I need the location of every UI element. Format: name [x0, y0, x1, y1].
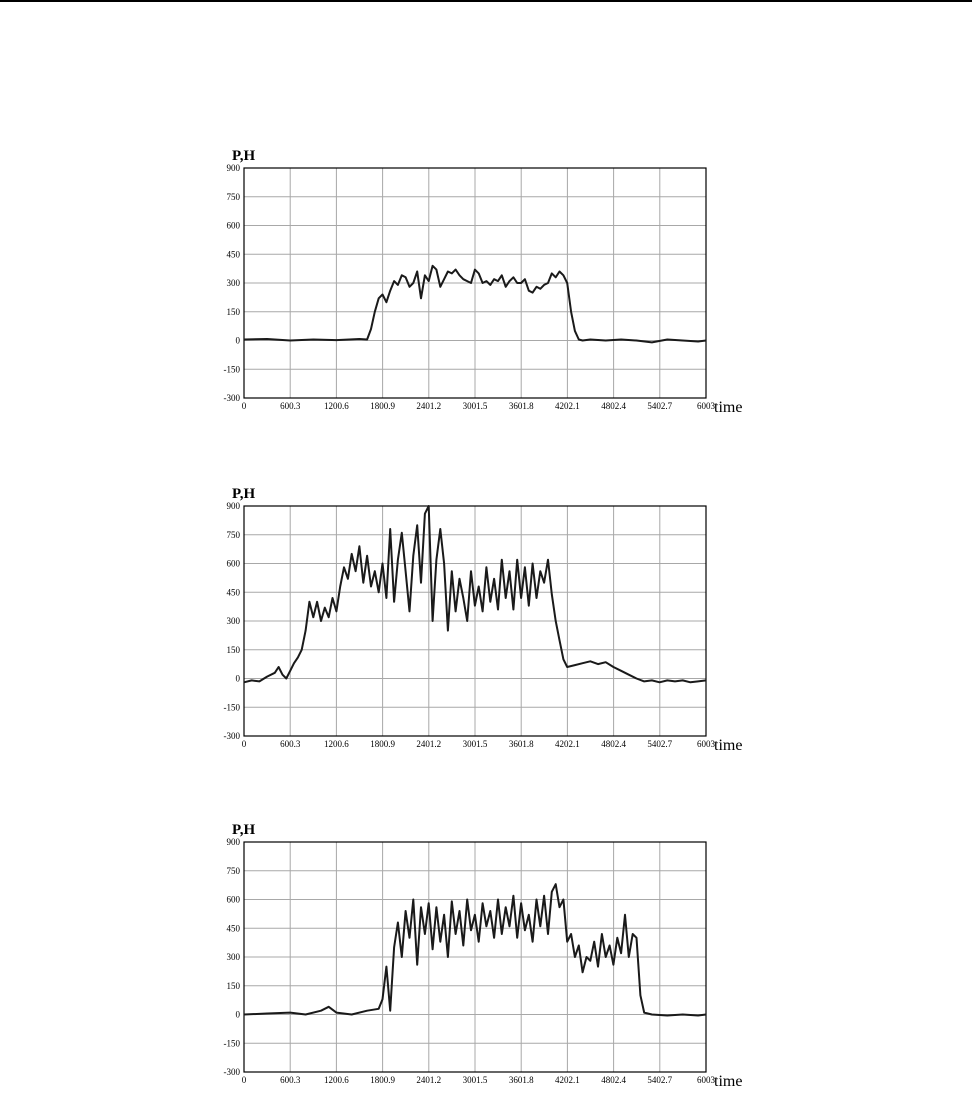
y-tick-label: -150	[224, 364, 241, 374]
y-tick-label: 900	[227, 837, 241, 847]
x-axis-label: time	[714, 1073, 742, 1090]
x-tick-label: 6003	[697, 401, 716, 411]
y-tick-label: -300	[224, 393, 241, 403]
y-tick-label: 450	[227, 923, 241, 933]
x-tick-label: 1800.9	[370, 739, 395, 749]
y-tick-label: 600	[227, 559, 241, 569]
y-tick-label: 750	[227, 866, 241, 876]
series-line	[243, 264, 707, 344]
x-tick-label: 0	[242, 1075, 247, 1085]
y-axis-label: P,H	[232, 486, 256, 502]
x-tick-label: 1200.6	[324, 739, 349, 749]
x-tick-label: 2401.2	[416, 1075, 441, 1085]
y-tick-label: 150	[227, 645, 241, 655]
y-axis-label: P,H	[232, 148, 256, 164]
x-tick-label: 4802.4	[601, 1075, 626, 1085]
x-tick-label: 2401.2	[416, 401, 441, 411]
y-tick-label: 0	[236, 336, 241, 346]
y-tick-label: 600	[227, 895, 241, 905]
x-tick-label: 1800.9	[370, 1075, 395, 1085]
x-tick-label: 1200.6	[324, 1075, 349, 1085]
series-line	[243, 505, 707, 684]
y-tick-label: 150	[227, 307, 241, 317]
x-tick-label: 4802.4	[601, 401, 626, 411]
x-tick-label: 600.3	[280, 739, 301, 749]
x-tick-label: 4802.4	[601, 739, 626, 749]
y-tick-label: 900	[227, 501, 241, 511]
x-tick-label: 600.3	[280, 1075, 301, 1085]
chart-panel-3: 900 750 600 450 300 150 0 -150 -300 0 600.3 1200.6 1…	[210, 814, 770, 1104]
chart-panel-1: 900 750 600 450 300 150 0 -150 -300 0 600.3 1200.6 1…	[210, 140, 770, 430]
series-line	[243, 883, 707, 1017]
x-tick-label: 5402.7	[647, 739, 672, 749]
x-axis-label: time	[714, 737, 742, 754]
top-rule	[0, 0, 972, 2]
x-tick-label: 5402.7	[647, 401, 672, 411]
y-tick-label: 900	[227, 163, 241, 173]
x-tick-label: 3601.8	[509, 739, 534, 749]
x-tick-label: 1800.9	[370, 401, 395, 411]
y-tick-label: 150	[227, 981, 241, 991]
x-tick-label: 3601.8	[509, 401, 534, 411]
x-tick-label: 4202.1	[555, 1075, 580, 1085]
y-tick-label: 300	[227, 616, 241, 626]
y-tick-label: -300	[224, 731, 241, 741]
y-tick-label: 450	[227, 587, 241, 597]
x-tick-label: 600.3	[280, 401, 301, 411]
x-tick-label: 2401.2	[416, 739, 441, 749]
x-tick-label: 6003	[697, 739, 716, 749]
y-tick-label: 0	[236, 1010, 241, 1020]
x-tick-label: 3001.5	[463, 739, 488, 749]
x-tick-label: 1200.6	[324, 401, 349, 411]
x-tick-label: 0	[242, 739, 247, 749]
y-tick-label: -150	[224, 1038, 241, 1048]
x-tick-label: 4202.1	[555, 739, 580, 749]
y-tick-label: 750	[227, 192, 241, 202]
y-tick-label: 0	[236, 674, 241, 684]
x-tick-label: 3601.8	[509, 1075, 534, 1085]
chart-panel-2: 900 750 600 450 300 150 0 -150 -300 0 600.3 1200.6 1…	[210, 478, 770, 768]
y-tick-label: 450	[227, 249, 241, 259]
x-tick-label: 0	[242, 401, 247, 411]
x-tick-label: 3001.5	[463, 401, 488, 411]
y-axis-label: P,H	[232, 822, 256, 838]
y-tick-label: 750	[227, 530, 241, 540]
x-tick-label: 6003	[697, 1075, 716, 1085]
y-tick-label: -300	[224, 1067, 241, 1077]
y-tick-label: -150	[224, 702, 241, 712]
plot-frame	[243, 505, 707, 737]
x-tick-label: 5402.7	[647, 1075, 672, 1085]
y-tick-label: 300	[227, 278, 241, 288]
y-tick-label: 300	[227, 952, 241, 962]
plot-frame	[243, 841, 707, 1073]
x-tick-label: 4202.1	[555, 401, 580, 411]
y-tick-label: 600	[227, 221, 241, 231]
x-axis-label: time	[714, 399, 742, 416]
x-tick-label: 3001.5	[463, 1075, 488, 1085]
plot-frame	[243, 167, 707, 399]
